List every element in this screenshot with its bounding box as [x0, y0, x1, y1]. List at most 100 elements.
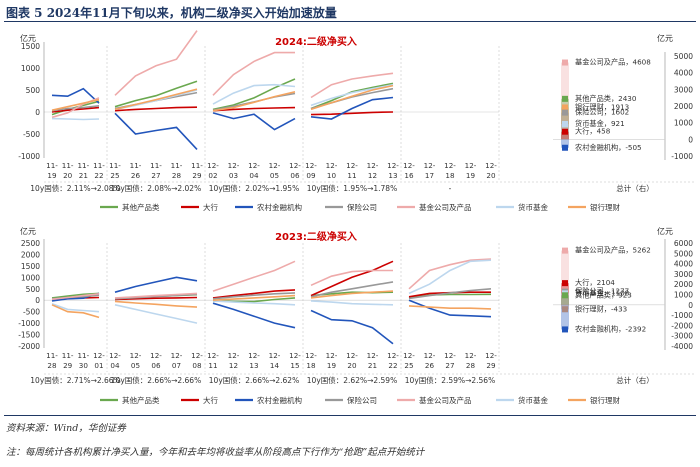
chart1-series-line-1 [51, 106, 100, 113]
chart1-right-ytick-label: 5000 [674, 52, 693, 61]
chart2-legend-label: 其他产品类 [122, 395, 160, 405]
chart2-series-line-2 [212, 302, 296, 329]
chart2-series-line-4 [114, 292, 198, 299]
chart2-date-tick-day: 29 [63, 361, 73, 370]
chart2-series-line-4 [310, 269, 393, 287]
chart2-right-ytick-label: 4000 [674, 260, 693, 269]
chart2-series-line-5 [408, 259, 492, 295]
chart2-date-tick-month: 11- [62, 351, 74, 360]
chart1-date-tick-day: 10 [327, 171, 337, 180]
chart2-total-marker [562, 280, 568, 287]
chart1-date-tick-day: 18 [445, 171, 455, 180]
chart2-rate-label: 10y国债：2.62%→2.59% [307, 375, 397, 385]
chart2-series-line-6 [51, 304, 100, 319]
chart2-date-tick-month: 12- [150, 351, 162, 360]
chart1-date-tick-day: 11 [347, 171, 356, 180]
chart1-date-tick-month: 12- [485, 161, 497, 170]
chart2-date-tick-day: 15 [290, 361, 299, 370]
chart1-series-line-1 [114, 106, 198, 112]
chart2-total-label: 农村金融机构，-2392 [575, 324, 646, 333]
chart2-date-tick-month: 12- [228, 351, 240, 360]
chart1-date-tick-month: 11- [46, 161, 58, 170]
chart2-ytick-label: -500 [23, 308, 40, 317]
chart1-legend-label: 农村金融机构 [257, 202, 302, 212]
chart2-rate-label: 10y国债：2.66%→2.62% [209, 375, 299, 385]
chart2-ytick-label: 2500 [21, 239, 40, 248]
chart2-total-marker [562, 326, 568, 333]
chart2-date-tick-month: 12- [326, 351, 338, 360]
chart1-total-label: 保险公司，1602 [575, 108, 629, 117]
chart1-series-line-2 [310, 96, 394, 120]
chart1-date-tick-day: 27 [151, 171, 160, 180]
chart1-date-tick-month: 11- [93, 161, 105, 170]
chart1-series-line-5 [51, 117, 100, 121]
chart1-date-tick-month: 12- [346, 161, 358, 170]
chart1-date-tick-day: 03 [229, 171, 238, 180]
chart1-ytick-label: 1000 [21, 64, 40, 73]
chart1-date-tick-month: 11- [109, 161, 121, 170]
chart2-date-tick-month: 12- [269, 351, 281, 360]
chart1-date-tick-month: 12- [228, 161, 240, 170]
chart2-date-tick-day: 28 [47, 361, 57, 370]
chart2-right-ytick-label: -4000 [671, 342, 693, 351]
chart1-date-tick-day: 16 [404, 171, 414, 180]
chart2-date-tick-day: 14 [270, 361, 280, 370]
chart2-total-label: 其他产品类，923 [575, 290, 632, 299]
chart1-date-tick-month: 12- [305, 161, 317, 170]
chart2-ytick-label: 1000 [21, 273, 40, 282]
chart2-ytick-label: 2000 [21, 250, 40, 259]
title-divider [4, 21, 696, 22]
chart2-date-tick-day: 25 [404, 361, 413, 370]
chart1-series-line-4 [310, 72, 394, 99]
chart2-right-ytick-label: 0 [688, 301, 693, 310]
chart1-series-line-5 [212, 83, 296, 105]
chart2-date-tick-month: 12- [207, 351, 219, 360]
chart2-total-bar [561, 250, 569, 305]
chart1-date-tick-month: 12- [424, 161, 436, 170]
chart2-total-bar [561, 304, 569, 330]
chart2-legend-label: 大行 [203, 395, 218, 405]
chart1-ytick-label: -1000 [18, 152, 40, 161]
chart2-legend-label: 货币基金 [518, 395, 548, 405]
chart2-series-line-2 [408, 299, 492, 318]
chart2-series-line-3 [310, 281, 394, 298]
chart2-total-label: 银行理财，-433 [575, 304, 627, 313]
chart2-date-tick-day: 27 [445, 361, 454, 370]
chart1-right-ytick-label: 0 [688, 135, 693, 144]
chart1-date-tick-month: 12- [444, 161, 456, 170]
chart2-date-tick-month: 12- [465, 351, 477, 360]
chart1-series-line-6 [212, 91, 296, 112]
chart2-total-label: 基金公司及产品，5262 [575, 246, 651, 255]
chart1-ylabel: 亿元 [20, 33, 36, 43]
chart1-series-line-6 [114, 88, 198, 111]
chart2-ytick-label: -2000 [18, 342, 40, 351]
chart2-series-line-1 [310, 260, 394, 297]
chart2-date-tick-month: 12- [305, 351, 317, 360]
chart1-ytick-label: -500 [23, 130, 40, 139]
chart1-total-label: 基金公司及产品，4608 [575, 58, 651, 67]
chart1-date-tick-month: 11- [171, 161, 183, 170]
chart1-ytick-label: 0 [35, 108, 40, 117]
chart1-total-marker [562, 120, 568, 127]
chart2-rate-label: 10y国债：2.66%→2.66% [111, 375, 201, 385]
chart1-date-tick-month: 12- [289, 161, 301, 170]
chart2-series-line-3 [408, 288, 492, 300]
chart2-series-line-3 [114, 293, 198, 300]
chart1-series-line-6 [310, 84, 394, 111]
chart2-series-line-4 [51, 293, 100, 301]
chart2-date-tick-month: 11- [77, 351, 89, 360]
chart2-legend-label: 农村金融机构 [257, 395, 302, 405]
chart1-legend-label: 大行 [203, 202, 218, 212]
chart2-date-tick-month: 12- [387, 351, 399, 360]
chart1-right-ytick-label: 2000 [674, 102, 693, 111]
chart2-series-line-1 [212, 289, 296, 299]
chart1-date-tick-month: 12- [326, 161, 338, 170]
chart1-date-tick-month: 11- [130, 161, 142, 170]
chart1-date-tick-day: 25 [110, 171, 119, 180]
chart1-right-ytick-label: 3000 [674, 85, 693, 94]
figure-title: 图表 5 2024年11月下旬以来，机构二级净买入开始加速放量 [6, 6, 337, 20]
chart1-series-line-2 [51, 87, 100, 104]
chart1-date-tick-month: 11- [191, 161, 203, 170]
chart1-ytick-label: 1500 [21, 42, 40, 51]
